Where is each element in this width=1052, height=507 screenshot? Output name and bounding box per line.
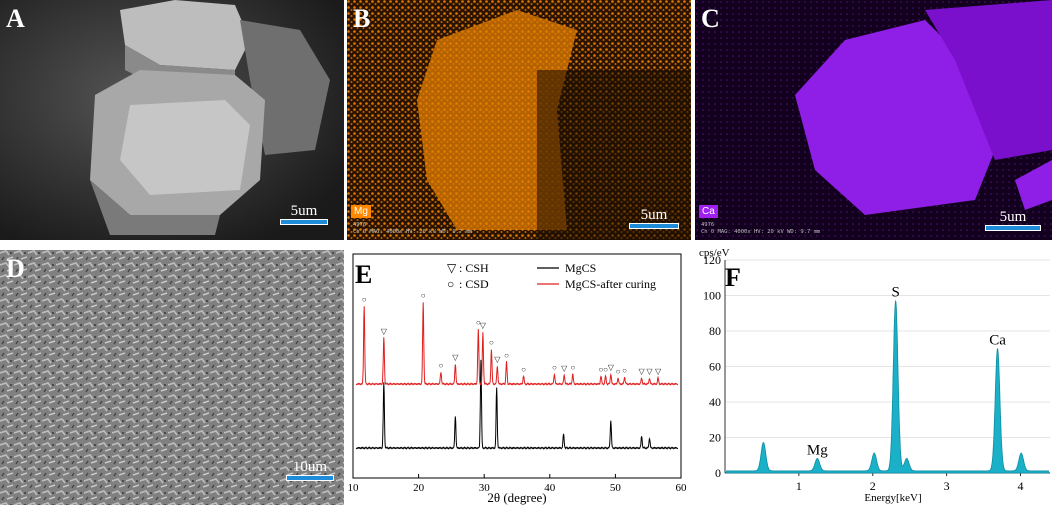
scalebar-label: 10um — [292, 459, 328, 475]
panel-e-xrd-chart: E ▽: CSH ○: CSD MgCS MgCS-after curing 10 20… — [347, 250, 691, 507]
scalebar-label: 5um — [640, 207, 668, 223]
scalebar-line — [286, 475, 334, 481]
panel-a-label: A — [6, 4, 25, 33]
legend-marker-symbol: ○ — [447, 277, 454, 291]
panel-a-sem-image: A 5um — [0, 0, 344, 240]
peak-label: Mg — [807, 443, 828, 459]
panel-c-scalebar: 5um — [985, 210, 1041, 231]
csd-marker: ○ — [489, 338, 494, 347]
series-line — [355, 302, 679, 386]
csh-marker: ▽ — [608, 363, 615, 372]
x-tick-label: 10 — [348, 482, 360, 494]
csd-marker: ○ — [552, 363, 557, 372]
x-axis-label: Energy[keV] — [864, 492, 921, 504]
series-group — [355, 302, 679, 450]
csh-marker: ▽ — [646, 367, 653, 376]
eds-meta: Ch 0 MAG: 4000x HV: 20 kV WD: 9.7 mm — [701, 229, 821, 235]
x-tick-label: 60 — [676, 482, 688, 494]
element-tag-ca: Ca — [699, 205, 718, 218]
csd-marker: ○ — [438, 361, 443, 370]
scalebar-line — [280, 219, 328, 225]
scalebar-label: 5um — [999, 209, 1027, 225]
y-unit-label: cps/eV — [699, 247, 730, 259]
legend-series-label: MgCS-after curing — [565, 277, 656, 291]
x-tick-label: 2 — [870, 479, 876, 493]
series-line — [355, 359, 679, 450]
eds-plot: cps/eV 0 20 40 60 80 100 120 1 2 3 4 Mg S Ca Energy[… — [699, 247, 1050, 504]
panel-c-label: C — [701, 4, 720, 33]
eds-id: 4976 — [701, 222, 715, 228]
panel-d-sem-image: D 10um — [0, 250, 344, 505]
y-tick-label: 100 — [703, 289, 721, 303]
x-tick-label: 20 — [413, 482, 425, 494]
peak-labels: Mg S Ca — [807, 285, 1006, 459]
panel-b-scalebar: 5um — [629, 208, 679, 229]
legend-marker-symbol: ▽ — [447, 261, 457, 275]
x-tick-label: 30 — [479, 482, 491, 494]
csd-marker: ○ — [362, 295, 367, 304]
panel-e-label: E — [355, 260, 373, 289]
spectrum-area — [726, 300, 1049, 474]
panel-d-scalebar: 10um — [286, 460, 334, 481]
csh-marker: ▽ — [655, 367, 662, 376]
panel-d-label: D — [6, 254, 25, 283]
eds-metadata-b: 4976 Ch 0 MAG: 4000x HV: 20 kV WD: 9.7 mm — [353, 222, 472, 236]
csd-marker: ○ — [421, 291, 426, 300]
mg-distribution-map — [347, 0, 691, 240]
x-axis-ticks: 10 20 30 40 50 60 — [348, 474, 688, 494]
plot-frame — [352, 253, 682, 479]
x-tick-label: 40 — [544, 482, 556, 494]
legend: ▽: CSH ○ : CSD MgCS MgCS-after curing — [447, 261, 656, 291]
peak-label: Ca — [989, 333, 1006, 349]
phase-markers: ▽▽▽▽▽ ▽ ▽ ▽ ▽○ ○○○○○○ ○ ○ ○ ○ ○ ○ — [362, 291, 662, 376]
legend-marker-label: : CSH — [459, 261, 489, 275]
scalebar-line — [629, 223, 679, 229]
y-tick-label: 0 — [715, 466, 721, 480]
y-tick-label: 120 — [703, 253, 721, 267]
csd-marker: ○ — [616, 367, 621, 376]
csd-marker: ○ — [476, 318, 481, 327]
panel-f-eds-spectrum: F cps/eV 0 20 40 60 80 100 120 1 2 3 4 Mg S Ca Energ… — [695, 245, 1052, 507]
x-tick-label: 4 — [1017, 479, 1023, 493]
panel-b-label: B — [353, 4, 371, 33]
panel-f-label: F — [725, 263, 741, 292]
x-tick-label: 3 — [944, 479, 950, 493]
panel-a-scalebar: 5um — [280, 204, 328, 225]
panel-b-eds-map-mg: B Mg 4976 Ch 0 MAG: 4000x HV: 20 kV WD: 9… — [347, 0, 691, 240]
csh-marker: ▽ — [381, 327, 388, 336]
csd-marker: ○ — [504, 351, 509, 360]
legend-marker-label: : CSD — [459, 277, 489, 291]
y-tick-label: 60 — [709, 360, 721, 374]
panel-c-eds-map-ca: C Ca 4976 Ch 0 MAG: 4000x HV: 20 kV WD: 9… — [695, 0, 1052, 240]
y-tick-label: 80 — [709, 324, 721, 338]
x-axis-label: 2θ (degree) — [487, 490, 546, 505]
csh-marker: ▽ — [639, 367, 646, 376]
gridlines — [725, 259, 1050, 438]
y-tick-label: 20 — [709, 431, 721, 445]
scalebar-line — [985, 225, 1041, 231]
csd-marker: ○ — [622, 366, 627, 375]
x-tick-label: 50 — [610, 482, 622, 494]
csh-marker: ▽ — [494, 355, 501, 364]
x-tick-label: 1 — [796, 479, 802, 493]
crystal-micrograph — [0, 0, 344, 240]
csh-marker: ▽ — [561, 364, 568, 373]
csd-marker: ○ — [570, 363, 575, 372]
y-tick-label: 40 — [709, 395, 721, 409]
csd-marker: ○ — [599, 365, 604, 374]
ca-distribution-map — [695, 0, 1052, 240]
eds-id: 4976 — [353, 222, 367, 228]
surface-micrograph — [0, 250, 344, 505]
legend-series-label: MgCS — [565, 261, 596, 275]
csd-marker: ○ — [603, 365, 608, 374]
eds-metadata-c: 4976 Ch 0 MAG: 4000x HV: 20 kV WD: 9.7 mm — [701, 222, 820, 236]
scalebar-label: 5um — [290, 203, 318, 219]
csh-marker: ▽ — [480, 321, 487, 330]
peak-label: S — [891, 285, 899, 301]
csh-marker: ▽ — [452, 353, 459, 362]
csd-marker: ○ — [521, 365, 526, 374]
element-tag-mg: Mg — [351, 205, 371, 218]
eds-meta: Ch 0 MAG: 4000x HV: 20 kV WD: 9.7 mm — [353, 229, 473, 235]
